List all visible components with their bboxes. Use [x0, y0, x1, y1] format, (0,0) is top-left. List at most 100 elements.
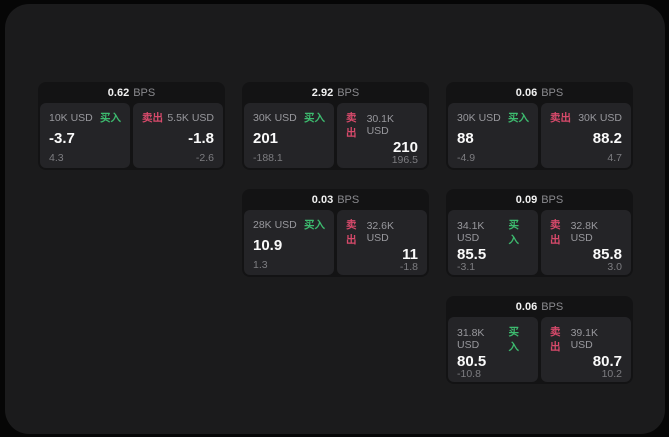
sell-size-label: 5.5K USD	[167, 111, 214, 124]
spread-bps-value: 2.92	[311, 86, 334, 99]
bps-unit-label: BPS	[133, 86, 156, 99]
card-header: 2.92 BPS	[244, 82, 427, 103]
buy-price-value: 85.5	[457, 246, 487, 263]
sell-top-row: 卖出 5.5K USD	[142, 110, 214, 125]
spread-bps-value: 0.06	[515, 86, 538, 99]
card-header: 0.09 BPS	[448, 189, 631, 210]
sell-top-row: 卖出 30.1K USD	[346, 110, 418, 140]
sell-price-value: 85.8	[592, 246, 622, 263]
buy-size-label: 10K USD	[49, 111, 93, 124]
sell-quote-tile[interactable]: 卖出 39.1K USD 80.7 10.2	[541, 317, 631, 382]
sell-size-label: 39.1K USD	[570, 327, 599, 351]
sell-top-row: 卖出 39.1K USD	[550, 324, 622, 354]
quote-card[interactable]: 0.06 BPS 31.8K USD 买入 80.5 -10.8 卖出 39.1…	[446, 296, 633, 384]
buy-top-row: 30K USD 买入	[253, 110, 325, 125]
sell-side-tag: 卖出	[550, 219, 561, 246]
buy-top-row: 10K USD 买入	[49, 110, 121, 125]
sell-size-label: 32.6K USD	[366, 220, 395, 244]
bps-unit-label: BPS	[337, 86, 360, 99]
sell-price-value: 11	[402, 246, 418, 263]
buy-quote-tile[interactable]: 28K USD 买入 10.9 1.3	[244, 210, 334, 275]
card-body: 10K USD 买入 -3.7 4.3 卖出 5.5K USD -1.8 -2.…	[40, 103, 223, 168]
buy-secondary-value: -3.1	[457, 261, 476, 273]
quote-card[interactable]: 0.09 BPS 34.1K USD 买入 85.5 -3.1 卖出 32.8K…	[446, 189, 633, 277]
quote-card[interactable]: 0.03 BPS 28K USD 买入 10.9 1.3 卖出 32.6K US…	[242, 189, 429, 277]
sell-quote-tile[interactable]: 卖出 30.1K USD 210 196.5	[337, 103, 427, 168]
bps-unit-label: BPS	[541, 86, 564, 99]
sell-side-tag: 卖出	[346, 112, 357, 139]
card-body: 31.8K USD 买入 80.5 -10.8 卖出 39.1K USD 80.…	[448, 317, 631, 382]
quote-card[interactable]: 0.06 BPS 30K USD 买入 88 -4.9 卖出 30K USD 8…	[446, 82, 633, 170]
quote-cards-grid: 0.62 BPS 10K USD 买入 -3.7 4.3 卖出 5.5K USD…	[38, 82, 633, 384]
buy-secondary-value: -188.1	[253, 151, 283, 164]
spread-bps-value: 0.06	[515, 300, 538, 313]
sell-price-value: 80.7	[592, 353, 622, 370]
bps-unit-label: BPS	[541, 193, 564, 206]
buy-quote-tile[interactable]: 34.1K USD 买入 85.5 -3.1	[448, 210, 538, 275]
sell-price-value: -1.8	[188, 130, 214, 148]
buy-top-row: 28K USD 买入	[253, 217, 325, 232]
buy-size-label: 28K USD	[253, 218, 297, 231]
sell-price-value: 88.2	[592, 130, 622, 148]
buy-size-label: 31.8K USD	[457, 327, 485, 351]
sell-top-row: 卖出 32.6K USD	[346, 217, 418, 247]
card-header: 0.62 BPS	[40, 82, 223, 103]
spread-bps-value: 0.03	[311, 193, 334, 206]
card-header: 0.03 BPS	[244, 189, 427, 210]
sell-side-tag: 卖出	[550, 326, 561, 353]
sell-secondary-value: 3.0	[607, 261, 622, 273]
sell-side-tag: 卖出	[550, 112, 571, 124]
buy-top-row: 30K USD 买入	[457, 110, 529, 125]
buy-size-label: 30K USD	[457, 111, 501, 124]
bps-unit-label: BPS	[337, 193, 360, 206]
buy-secondary-value: -4.9	[457, 151, 476, 164]
quote-card[interactable]: 0.62 BPS 10K USD 买入 -3.7 4.3 卖出 5.5K USD…	[38, 82, 225, 170]
sell-secondary-value: -2.6	[195, 151, 214, 164]
buy-top-row: 34.1K USD 买入	[457, 217, 529, 247]
card-body: 28K USD 买入 10.9 1.3 卖出 32.6K USD 11 -1.8	[244, 210, 427, 275]
buy-price-value: 88	[457, 130, 474, 148]
bps-unit-label: BPS	[541, 300, 564, 313]
buy-side-tag: 买入	[508, 219, 519, 246]
card-header: 0.06 BPS	[448, 82, 631, 103]
sell-side-tag: 卖出	[346, 219, 357, 246]
buy-size-label: 34.1K USD	[457, 220, 485, 244]
sell-secondary-value: 10.2	[601, 368, 622, 380]
buy-price-value: 201	[253, 130, 279, 148]
sell-quote-tile[interactable]: 卖出 30K USD 88.2 4.7	[541, 103, 631, 168]
buy-quote-tile[interactable]: 10K USD 买入 -3.7 4.3	[40, 103, 130, 168]
spread-bps-value: 0.62	[107, 86, 130, 99]
sell-price-value: 210	[392, 139, 418, 156]
card-body: 34.1K USD 买入 85.5 -3.1 卖出 32.8K USD 85.8…	[448, 210, 631, 275]
spread-bps-value: 0.09	[515, 193, 538, 206]
buy-price-value: 10.9	[253, 237, 283, 255]
sell-quote-tile[interactable]: 卖出 32.6K USD 11 -1.8	[337, 210, 427, 275]
buy-secondary-value: 4.3	[49, 151, 64, 164]
sell-quote-tile[interactable]: 卖出 32.8K USD 85.8 3.0	[541, 210, 631, 275]
sell-top-row: 卖出 30K USD	[550, 110, 622, 125]
buy-quote-tile[interactable]: 30K USD 买入 201 -188.1	[244, 103, 334, 168]
sell-quote-tile[interactable]: 卖出 5.5K USD -1.8 -2.6	[133, 103, 223, 168]
buy-quote-tile[interactable]: 30K USD 买入 88 -4.9	[448, 103, 538, 168]
buy-secondary-value: -10.8	[457, 368, 481, 380]
buy-size-label: 30K USD	[253, 111, 297, 124]
sell-secondary-value: -1.8	[399, 261, 418, 273]
buy-secondary-value: 1.3	[253, 258, 268, 271]
sell-top-row: 卖出 32.8K USD	[550, 217, 622, 247]
buy-side-tag: 买入	[508, 326, 519, 353]
buy-side-tag: 买入	[100, 112, 121, 124]
sell-size-label: 30.1K USD	[366, 113, 395, 137]
card-body: 30K USD 买入 201 -188.1 卖出 30.1K USD 210 1…	[244, 103, 427, 168]
sell-size-label: 30K USD	[578, 111, 622, 124]
buy-price-value: 80.5	[457, 353, 487, 370]
buy-side-tag: 买入	[304, 112, 325, 124]
buy-quote-tile[interactable]: 31.8K USD 买入 80.5 -10.8	[448, 317, 538, 382]
buy-price-value: -3.7	[49, 130, 75, 148]
quote-card[interactable]: 2.92 BPS 30K USD 买入 201 -188.1 卖出 30.1K …	[242, 82, 429, 170]
card-header: 0.06 BPS	[448, 296, 631, 317]
trading-panel: 0.62 BPS 10K USD 买入 -3.7 4.3 卖出 5.5K USD…	[5, 4, 665, 434]
buy-top-row: 31.8K USD 买入	[457, 324, 529, 354]
buy-side-tag: 买入	[508, 112, 529, 124]
buy-side-tag: 买入	[304, 219, 325, 231]
